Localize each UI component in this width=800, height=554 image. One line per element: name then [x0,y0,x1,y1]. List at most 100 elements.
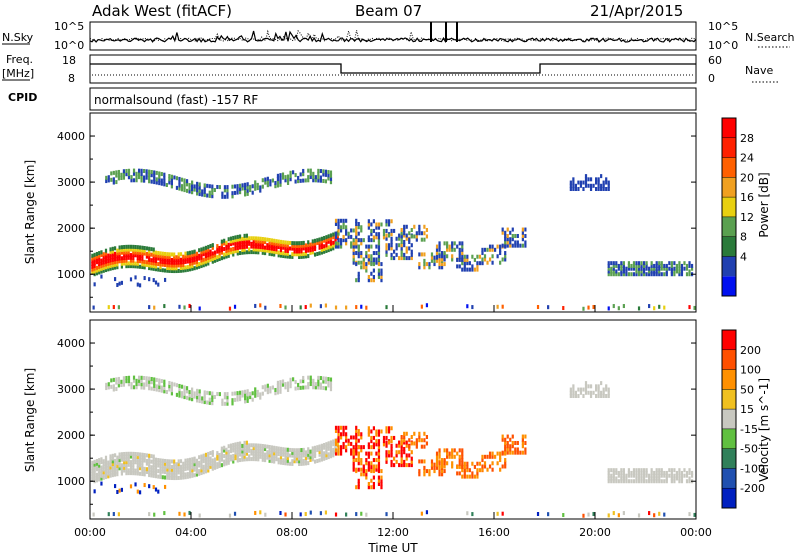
velocity-cell [670,468,673,473]
power-cell [266,245,269,250]
power-cell [658,261,661,266]
velocity-cell [168,462,171,467]
power-cell [173,255,176,260]
power-cell [612,263,615,268]
power-cell [516,240,519,245]
velocity-cell [298,448,301,453]
velocity-cell [252,443,255,448]
power-cell [118,259,121,264]
velocity-cell [107,466,110,471]
velocity-cell [220,449,223,454]
velocity-cell [211,463,214,468]
velocity-cell [135,382,138,387]
power-cell [111,255,114,260]
velocity-cell [320,443,323,448]
power-cell [227,237,230,242]
velocity-cell [640,473,643,478]
power-cell [342,218,345,223]
power-cell [511,233,514,238]
power-cell [435,258,439,263]
velocity-cell [325,455,328,460]
power-cell [387,243,391,248]
colorbar-segment [722,330,736,350]
velocity-cell [375,432,378,437]
power-cell [132,258,135,263]
velocity-cell [252,457,255,462]
velocity-cell [291,450,294,455]
nsearch-tick-bottom: 10^0 [708,39,738,52]
power-cell [688,305,691,310]
velocity-cell [390,463,393,468]
velocity-cell [196,395,199,400]
power-cell [655,261,658,266]
velocity-cell [395,459,398,464]
power-cell [98,259,101,264]
velocity-cell [295,453,298,458]
power-cell [456,244,459,249]
power-cell [423,237,426,242]
colorbar-tick: 8 [740,231,747,244]
power-cell [284,175,287,180]
velocity-cell [288,447,292,452]
power-cell [286,246,289,251]
power-cell [311,247,314,252]
velocity-cell [584,390,588,395]
power-cell [232,249,235,254]
velocity-cell [428,472,431,477]
velocity-cell [95,472,99,477]
power-cell [293,249,296,254]
velocity-cell [350,435,353,440]
power-cell [163,262,167,267]
velocity-cell [395,443,398,448]
power-cell [291,254,294,259]
power-cell [136,245,139,250]
power-cell [650,272,653,277]
velocity-cell [163,386,166,391]
power-cell [435,255,439,260]
power-cell [140,178,143,183]
velocity-cell [238,444,242,449]
velocity-cell [254,451,258,456]
velocity-cell [318,450,321,455]
velocity-cell [248,443,251,448]
power-cell [453,247,456,252]
power-cell [357,254,360,259]
velocity-cell [179,475,183,480]
velocity-cell [270,459,273,464]
power-cell [443,262,446,267]
velocity-cell [209,464,212,469]
velocity-cell [117,380,120,385]
velocity-cell [129,465,133,470]
time-xlabel: Time UT [367,541,418,554]
power-cell [468,267,471,272]
power-cell [246,185,249,190]
velocity-cell [380,429,383,434]
power-cell [293,241,296,246]
velocity-cell [612,468,615,473]
velocity-cell [342,441,345,446]
velocity-cell [163,389,166,394]
power-cell [637,266,641,271]
power-cell [400,252,403,257]
power-cell [211,259,214,264]
power-cell [655,269,658,274]
power-cell [423,265,426,270]
power-cell [385,233,388,238]
velocity-cell [481,458,484,463]
power-cell [635,266,638,271]
power-cell [220,250,223,255]
power-cell [446,244,449,249]
power-cell [602,180,605,185]
power-cell [135,178,138,183]
power-cell [107,175,110,180]
power-cell [519,243,522,248]
velocity-cell [438,448,441,453]
power-cell [547,305,550,310]
velocity-cell [574,390,577,395]
power-cell [166,263,169,268]
velocity-cell [245,446,248,451]
power-cell [263,245,267,250]
power-cell [461,244,464,249]
velocity-cell [461,451,464,456]
power-cell [150,263,153,268]
